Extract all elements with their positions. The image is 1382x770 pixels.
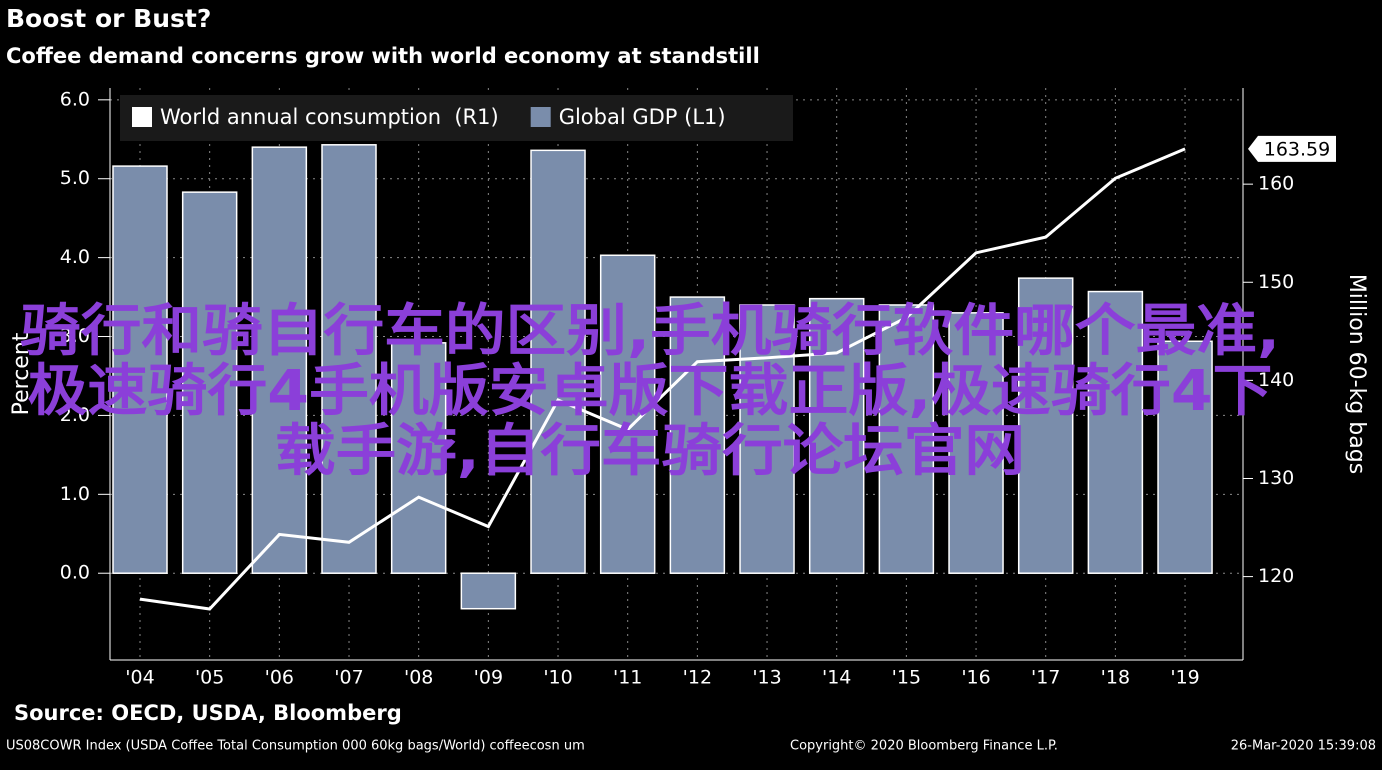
x-tick-label: '12: [683, 667, 712, 689]
y-axis-label: Percent: [9, 332, 34, 415]
bar: [1157, 340, 1213, 574]
bar: [1017, 277, 1074, 574]
x-tick-label: '10: [543, 667, 572, 689]
x-tick-label: '07: [334, 667, 363, 689]
legend-label: World annual consumption (R1): [160, 105, 499, 129]
last-value-label: 163.59: [1264, 138, 1330, 160]
bar: [948, 312, 1004, 574]
y2-tick-label: 160: [1258, 173, 1294, 195]
y-tick-label: 2.0: [60, 404, 90, 426]
legend-swatch: [132, 107, 152, 127]
x-tick-label: '09: [474, 667, 503, 689]
bar: [878, 304, 935, 574]
bar: [181, 191, 238, 574]
y2-axis-label: Million 60-kg bags: [1344, 274, 1369, 474]
x-tick-label: '11: [613, 667, 642, 689]
y2-tick-label: 150: [1258, 271, 1294, 293]
x-tick-label: '04: [125, 667, 154, 689]
y-tick-label: 6.0: [60, 88, 90, 110]
last-value-box: [1248, 135, 1336, 162]
bar: [739, 304, 795, 574]
bar: [530, 149, 586, 574]
bar: [251, 146, 308, 574]
bar: [390, 342, 447, 574]
x-tick-label: '08: [404, 667, 433, 689]
chart-subtitle: Coffee demand concerns grow with world e…: [6, 44, 760, 68]
x-tick-label: '06: [265, 667, 294, 689]
bar: [669, 296, 726, 574]
y-tick-label: 4.0: [60, 246, 90, 268]
footer-right: 26-Mar-2020 15:39:08: [1231, 739, 1376, 754]
y-tick-label: 5.0: [60, 167, 90, 189]
x-tick-label: '14: [822, 667, 851, 689]
y2-tick-label: 120: [1258, 565, 1294, 587]
x-tick-label: '13: [752, 667, 781, 689]
bar: [1087, 290, 1144, 574]
legend-swatch: [530, 107, 551, 127]
y-tick-label: 1.0: [60, 483, 90, 505]
y-tick-label: 3.0: [60, 325, 90, 347]
line: [139, 147, 1186, 611]
legend-box: [120, 95, 793, 141]
x-tick-label: '15: [892, 667, 921, 689]
x-tick-label: '19: [1170, 667, 1199, 689]
chart-title: Boost or Bust?: [6, 4, 211, 33]
bar: [599, 254, 656, 574]
bar: [321, 144, 377, 574]
bar: [112, 165, 168, 574]
x-tick-label: '18: [1101, 667, 1130, 689]
bar: [460, 572, 517, 610]
source: Source: OECD, USDA, Bloomberg: [14, 701, 402, 725]
x-tick-label: '05: [195, 667, 224, 689]
footer-center: Copyright© 2020 Bloomberg Finance L.P.: [790, 739, 1058, 754]
x-tick-label: '17: [1031, 667, 1060, 689]
y2-tick-label: 130: [1258, 467, 1294, 489]
watermark: 骑行和骑自行车的区别,手机骑行软件哪个最准,: [20, 299, 1280, 364]
legend-label: Global GDP (L1): [559, 105, 726, 129]
footer-left: US08COWR Index (USDA Coffee Total Consum…: [6, 739, 585, 754]
watermark: 极速骑行4手机版安卓版下载正版,极速骑行4下: [28, 359, 1273, 424]
y2-tick-label: 140: [1258, 369, 1294, 391]
x-tick-label: '16: [961, 667, 990, 689]
y-tick-label: 0.0: [60, 562, 90, 584]
watermark: 载手游,自行车骑行论坛官网: [275, 419, 1025, 484]
